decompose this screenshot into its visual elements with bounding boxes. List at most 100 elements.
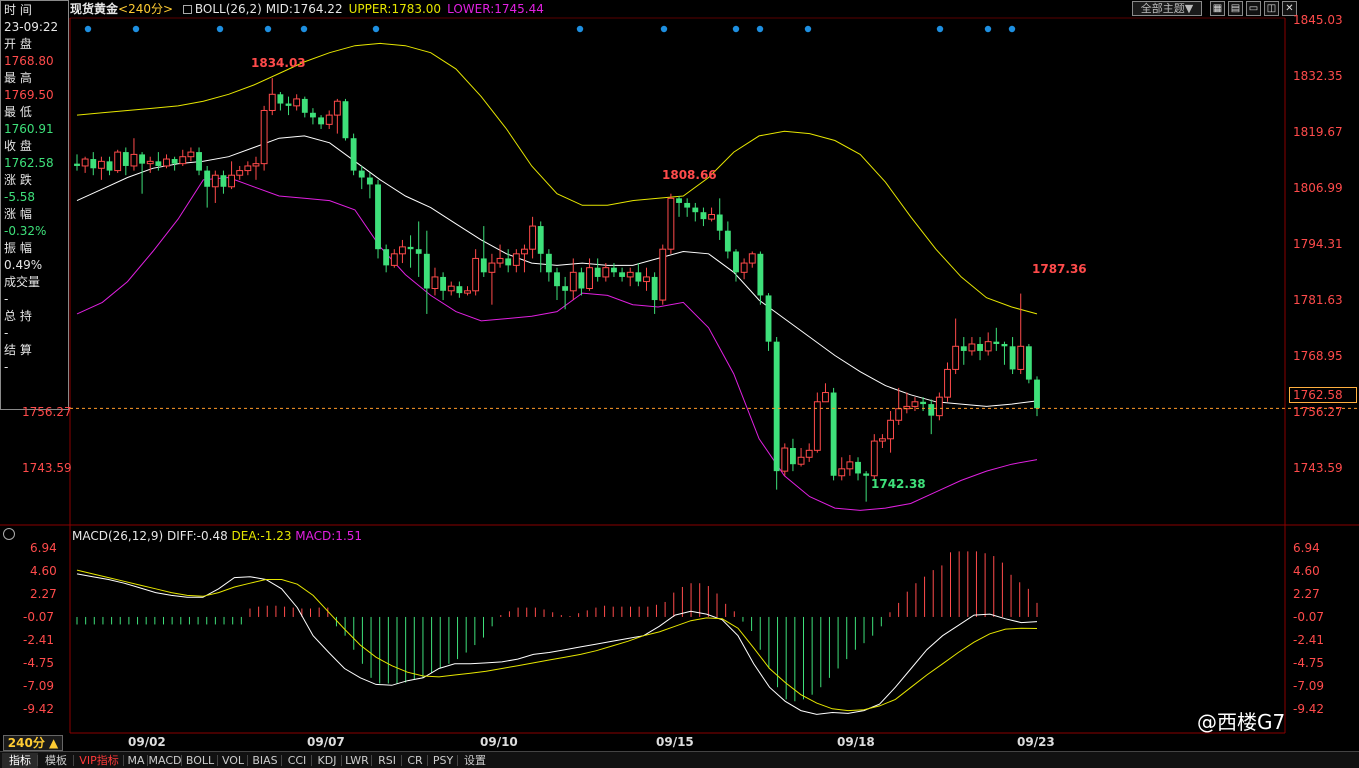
close-icon[interactable]: ✕: [1282, 1, 1297, 16]
event-marker: [216, 25, 224, 33]
event-marker: [1008, 25, 1016, 33]
macd-right-tick-label: -2.41: [1293, 633, 1325, 647]
candle-body-down: [765, 295, 772, 342]
candle-body-down: [220, 175, 227, 187]
indicator-tab[interactable]: VIP指标: [79, 754, 119, 767]
symbol-name[interactable]: 现货黄金: [70, 2, 119, 16]
layout-icon[interactable]: ▦: [1210, 1, 1225, 16]
candle-body-up: [659, 248, 667, 301]
macd-right-tick-label: 4.60: [1293, 564, 1320, 578]
period-button[interactable]: 240分 ▲: [3, 735, 63, 751]
candle-body-down: [773, 341, 780, 472]
candle-body-down: [554, 272, 560, 287]
candle-body-up: [626, 271, 634, 278]
time-label: 时 间: [4, 3, 32, 17]
candle-body-down: [505, 258, 512, 266]
candle-body-up: [390, 253, 398, 266]
candle-body-down: [1025, 346, 1032, 380]
tab-separator: [123, 755, 124, 766]
macd-right-tick-label: -7.09: [1293, 679, 1325, 693]
candle-body-down: [285, 103, 292, 106]
macd-left-tick-label: -4.75: [23, 656, 55, 670]
macd-settings-icon[interactable]: [3, 528, 15, 540]
minimize-icon[interactable]: ▭: [1246, 1, 1261, 16]
candle-body-up: [521, 248, 528, 255]
indicator-tab[interactable]: BOLL: [185, 754, 215, 767]
candle-body-up: [146, 160, 154, 165]
candle-body-down: [635, 272, 642, 282]
boll-upper: UPPER:1783.00: [348, 2, 442, 16]
candle-body-up: [586, 267, 593, 289]
theme-select[interactable]: 全部主题▼: [1132, 1, 1202, 16]
indicator-tab[interactable]: VOL: [221, 754, 245, 767]
peak-label-1: 1834.03: [251, 56, 306, 70]
candle-body-down: [301, 98, 308, 113]
indicator-tab[interactable]: CR: [407, 754, 423, 767]
price-tick-label: 1743.59: [1293, 461, 1343, 475]
tab-separator: [427, 755, 428, 766]
candle-body-up: [887, 419, 894, 440]
indicator-tab[interactable]: KDJ: [317, 754, 337, 767]
indicator-tab[interactable]: 指标: [2, 753, 38, 768]
macd-right-tick-label: -9.42: [1293, 702, 1325, 716]
candle-body-up: [293, 98, 301, 107]
macd-left-tick-label: 2.27: [30, 587, 57, 601]
indicator-tab[interactable]: 设置: [464, 754, 486, 767]
macd-left-tick-label: -0.07: [23, 610, 55, 624]
macd-value: MACD:1.51: [295, 529, 363, 543]
candle-body-up: [114, 151, 122, 172]
candle-body-down: [456, 286, 463, 294]
candle-body-up: [130, 153, 138, 167]
change-pct-label: 涨 幅: [4, 207, 32, 221]
candle-body-up: [228, 174, 236, 188]
macd-right-tick-label: 2.27: [1293, 587, 1320, 601]
candle-body-down: [171, 159, 178, 164]
candle-body-up: [878, 438, 886, 442]
indicator-tab[interactable]: CCI: [287, 754, 307, 767]
macd-left-tick-label: -9.42: [23, 702, 55, 716]
event-marker: [372, 25, 380, 33]
tab-separator: [371, 755, 372, 766]
macd-dea: DEA:-1.23: [231, 529, 292, 543]
candle-body-up: [464, 290, 471, 294]
change-label: 涨 跌: [4, 173, 32, 187]
macd-left-tick-label: -7.09: [23, 679, 55, 693]
volume-value: -: [4, 292, 9, 306]
candle-body-down: [537, 226, 544, 254]
candle-body-down: [993, 341, 1000, 344]
candle-body-down: [830, 392, 837, 476]
left-price-tick-label: 1756.27: [22, 405, 72, 419]
close-value: 1762.58: [4, 156, 54, 170]
candle-body-down: [545, 253, 552, 273]
amplitude-value: 0.49%: [4, 258, 43, 272]
high-value: 1769.50: [4, 88, 54, 102]
open-value: 1768.80: [4, 54, 54, 68]
period-label[interactable]: <240分>: [118, 2, 174, 16]
indicator-tab[interactable]: RSI: [378, 754, 396, 767]
candle-body-up: [984, 341, 992, 352]
candle-body-down: [318, 117, 324, 125]
candle-body-down: [855, 461, 861, 474]
indicator-tab[interactable]: MACD: [148, 754, 182, 767]
grid-icon[interactable]: ▤: [1228, 1, 1243, 16]
macd-right-tick-label: -4.75: [1293, 656, 1325, 670]
event-marker: [804, 25, 812, 33]
indicator-tab[interactable]: MA: [127, 754, 145, 767]
indicator-tab[interactable]: PSY: [432, 754, 454, 767]
peak-label-2: 1808.66: [662, 168, 717, 182]
candle-body-down: [928, 404, 935, 416]
price-tick-label: 1832.35: [1293, 69, 1343, 83]
indicator-tab[interactable]: BIAS: [252, 754, 278, 767]
candle-body-up: [268, 93, 276, 111]
indicator-tab[interactable]: LWR: [345, 754, 369, 767]
candle-body-up: [163, 158, 170, 167]
watermark: @西楼G7: [1197, 710, 1286, 734]
macd-left-tick-label: -2.41: [23, 633, 55, 647]
maximize-icon[interactable]: ◫: [1264, 1, 1279, 16]
indicator-toggle-icon[interactable]: [182, 5, 192, 14]
candle-body-up: [870, 440, 878, 477]
indicator-tab[interactable]: 模板: [45, 754, 67, 767]
candle-body-down: [562, 286, 569, 291]
candle-body-up: [398, 246, 406, 255]
